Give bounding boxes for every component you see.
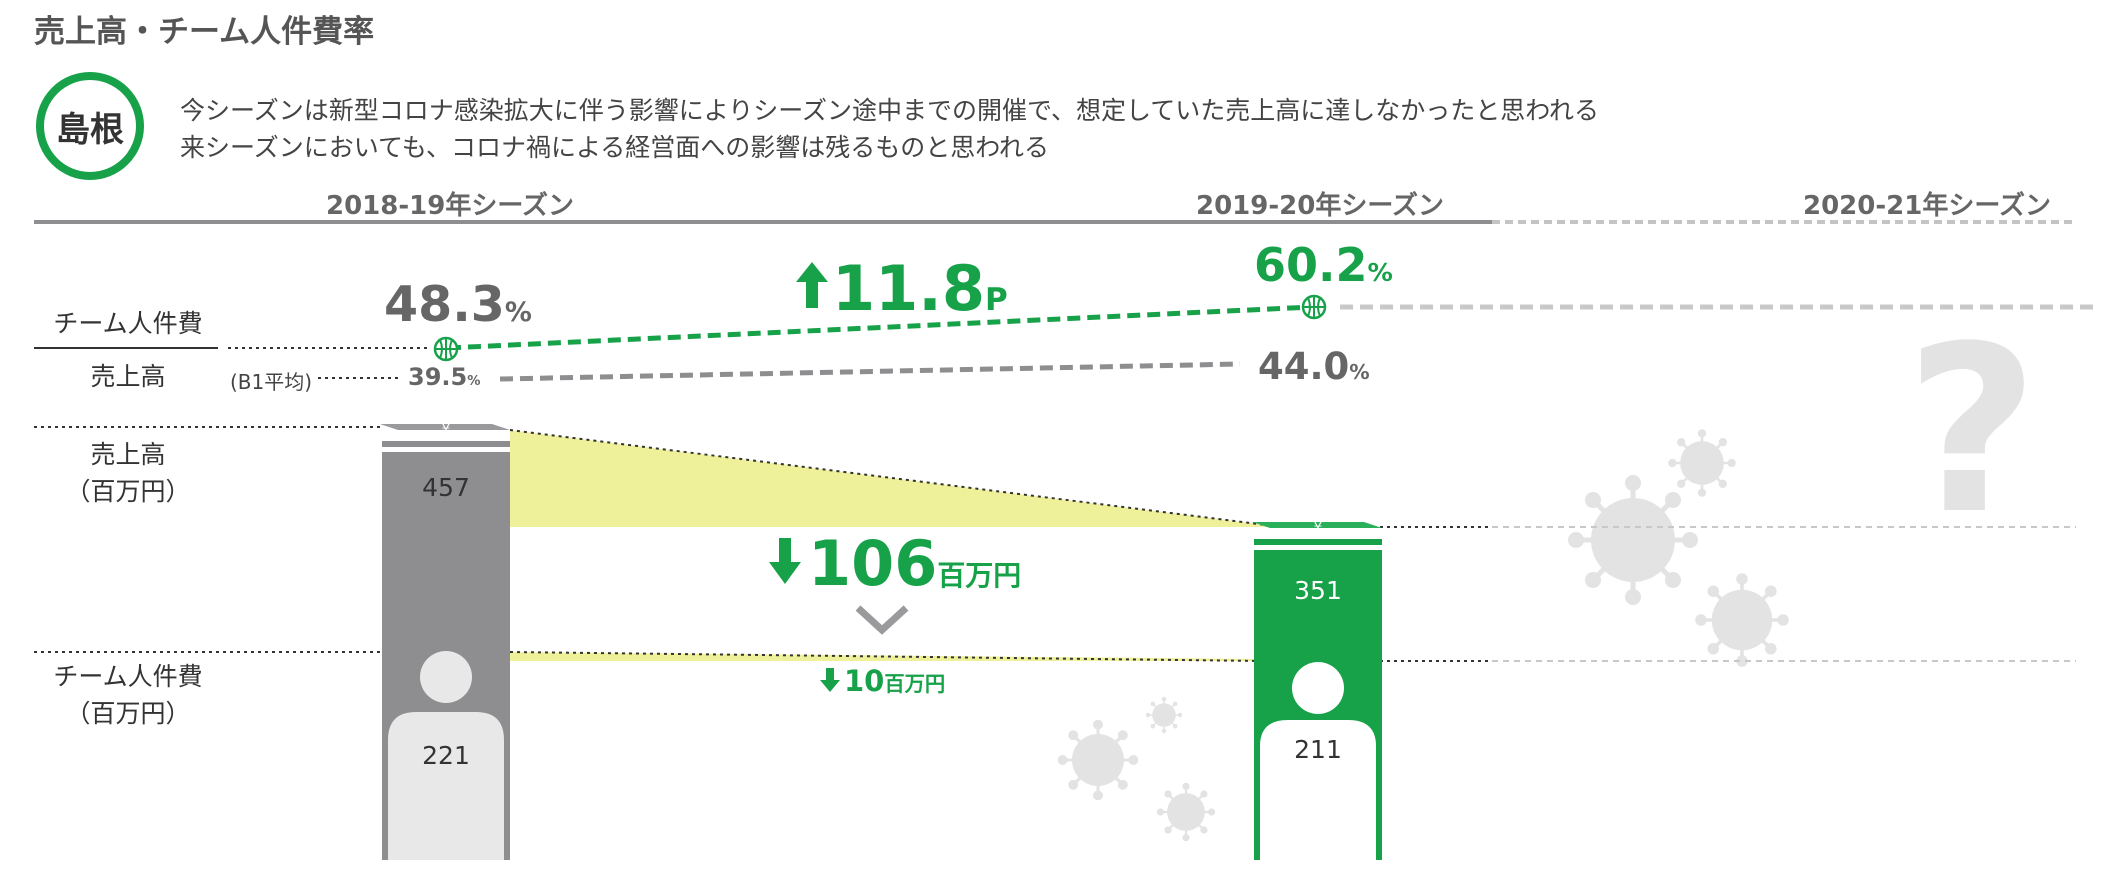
sales-decrease-wedge	[510, 430, 1282, 527]
team-ratio-line	[447, 304, 1313, 351]
svg-text:¥: ¥	[1314, 520, 1323, 536]
sales-axis-label-line2: （百万円）	[65, 477, 191, 506]
cost-axis-label-line1: チーム人件費	[53, 662, 203, 691]
b1-ratio-value-2018-19: 39.5%	[408, 363, 481, 391]
virus-icon	[1568, 475, 1698, 605]
comment-line-1: 今シーズンは新型コロナ感染拡大に伴う影響によりシーズン途中までの開催で、想定して…	[180, 96, 1600, 125]
b1-average-label: (B1平均)	[230, 370, 313, 394]
sales-axis-label: 売上高 （百万円）	[38, 436, 218, 510]
down-arrow-icon	[820, 668, 840, 692]
ratio-change-label: 11.8P	[832, 252, 1008, 325]
cost-decrease-wedge	[510, 652, 1262, 661]
chevron-down-icon	[855, 605, 909, 635]
ratio-denominator-label: 売上高	[90, 362, 166, 391]
sales-value-2018-19: 457	[422, 473, 470, 502]
cost-value-2019-20: 211	[1294, 735, 1342, 764]
virus-icon	[1693, 571, 1791, 669]
comment-line-2: 来シーズンにおいても、コロナ禍による経営面への影響は残るものと思われる	[180, 133, 1050, 162]
page-title: 売上高・チーム人件費率	[34, 14, 375, 50]
virus-icon	[1666, 427, 1738, 499]
team-badge: 島根	[36, 72, 144, 180]
person-head-icon	[420, 651, 472, 703]
cost-axis-label: チーム人件費 （百万円）	[38, 658, 218, 732]
ratio-numerator-label: チーム人件費	[53, 309, 203, 338]
cost-change-label: 10百万円	[844, 664, 946, 698]
down-arrow-icon	[769, 538, 801, 584]
virus-icon	[1145, 696, 1183, 734]
sales-value-2019-20: 351	[1294, 576, 1342, 605]
up-arrow-icon	[796, 262, 828, 308]
cost-fill-2018-19	[388, 712, 504, 860]
ratio-value-2019-20: 60.2%	[1254, 238, 1393, 292]
b1-ratio-value-2019-20: 44.0%	[1258, 345, 1370, 388]
money-stack-icon: ¥	[380, 422, 510, 452]
cost-axis-label-line2: （百万円）	[65, 699, 191, 728]
sales-change-label: 106百万円	[808, 527, 1022, 600]
virus-icon	[1056, 718, 1140, 802]
bar-2018-19: ¥	[380, 422, 510, 860]
ratio-value-2018-19: 48.3%	[384, 276, 532, 333]
person-head-icon	[1292, 662, 1344, 714]
season-header-2018: 2018-19年シーズン	[326, 191, 575, 221]
cost-value-2018-19: 221	[422, 741, 470, 770]
virus-icon-group	[1056, 427, 1791, 843]
bar-2019-20: ¥	[1252, 520, 1382, 860]
svg-text:¥: ¥	[442, 422, 451, 438]
basketball-icon	[1301, 294, 1327, 320]
b1-ratio-line	[499, 361, 1241, 382]
virus-icon	[1155, 781, 1217, 843]
question-mark: ?	[1905, 298, 2038, 565]
season-header-2019: 2019-20年シーズン	[1196, 191, 1445, 221]
money-stack-icon: ¥	[1252, 520, 1382, 550]
season-header-2020: 2020-21年シーズン	[1803, 191, 2052, 221]
sales-axis-label-line1: 売上高	[90, 440, 166, 469]
cost-fill-2019-20	[1260, 720, 1376, 860]
basketball-icon	[433, 336, 459, 362]
